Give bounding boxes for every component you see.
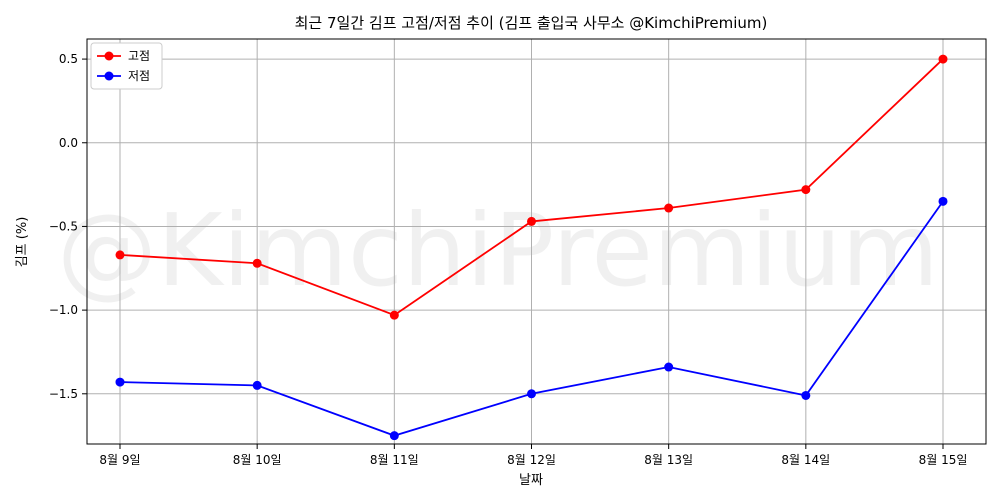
data-point — [801, 185, 811, 195]
series-high — [115, 54, 948, 320]
data-point — [938, 196, 948, 206]
data-point — [527, 389, 536, 399]
x-tick-label: 8월 12일 — [507, 453, 556, 467]
legend-marker — [104, 71, 114, 81]
y-tick-label: 0.5 — [59, 52, 78, 66]
plot-frame — [86, 38, 987, 445]
data-point — [938, 54, 948, 64]
series-layer — [115, 54, 948, 441]
data-point — [664, 362, 674, 372]
y-axis-label: 김프 (%) — [15, 217, 30, 268]
data-point — [801, 390, 811, 400]
x-tick-label: 8월 11일 — [370, 453, 419, 467]
x-tick-labels: 8월 9일 8월 10일 8월 11일 8월 12일 8월 13일 8월 14일 8월 15… — [99, 444, 967, 467]
y-tick-label: 0.0 — [59, 136, 78, 150]
data-point — [389, 310, 399, 320]
chart-title: 최근 7일간 김프 고점/저점 추이 (김프 출입국 사무소 @KimchiPr… — [295, 14, 768, 32]
x-axis-label: 날짜 — [519, 473, 543, 488]
legend-label: 저점 — [128, 69, 150, 83]
data-point — [527, 216, 536, 226]
data-point — [664, 203, 674, 213]
x-tick-label: 8월 14일 — [781, 453, 830, 467]
grid — [87, 39, 986, 444]
data-point — [115, 250, 125, 260]
x-tick-label: 8월 9일 — [99, 453, 140, 467]
y-tick-label: −0.5 — [49, 219, 78, 233]
x-tick-label: 8월 10일 — [233, 453, 282, 467]
data-point — [115, 377, 125, 387]
y-tick-label: −1.0 — [49, 303, 78, 317]
x-tick-label: 8월 13일 — [644, 453, 693, 467]
series-low — [115, 196, 948, 441]
legend-label: 고점 — [128, 49, 150, 63]
x-tick-label: 8월 15일 — [919, 453, 968, 467]
legend-box — [90, 42, 163, 90]
legend-marker — [104, 51, 114, 61]
data-point — [252, 258, 262, 268]
y-tick-labels: 0.5 0.0 −0.5 −1.0 −1.5 — [49, 52, 87, 401]
data-point — [389, 431, 399, 441]
watermark: @KimchiPremium — [57, 192, 939, 309]
y-tick-label: −1.5 — [49, 387, 78, 401]
data-point — [252, 380, 262, 390]
